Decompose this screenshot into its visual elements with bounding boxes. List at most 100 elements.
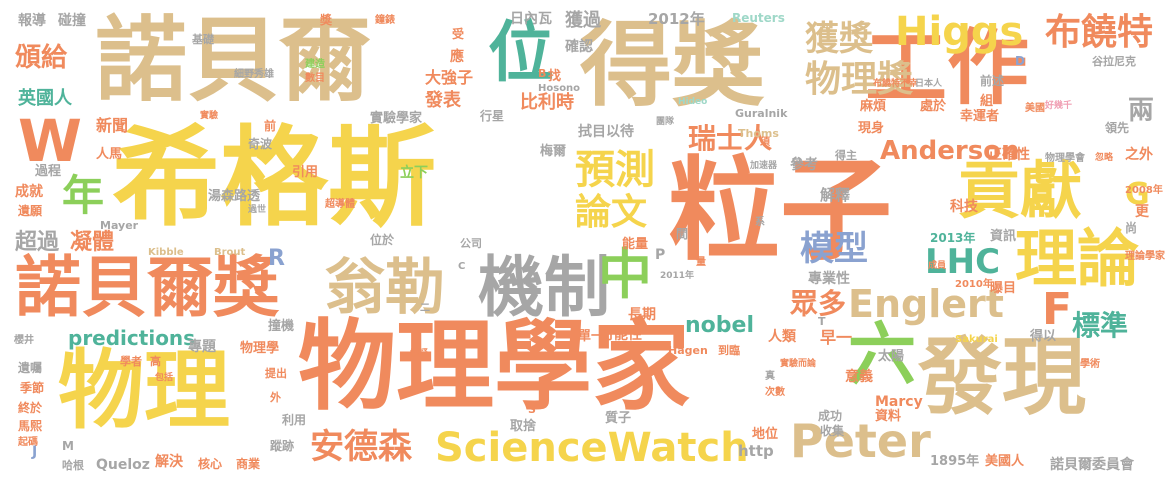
word-chengjiu: 成就 [15, 184, 43, 200]
word-renma: 人馬 [96, 147, 123, 162]
word-chenggong: 成功 [818, 409, 843, 423]
word-gulanike: 谷拉尼克 [1092, 55, 1136, 68]
word-chaoguo: 超過 [15, 230, 60, 255]
word-jianzao: 建造 [305, 59, 325, 70]
word-2013: 2013年 [930, 231, 976, 245]
word-buraote-buxing: 布饒特不幸 [873, 79, 919, 89]
word-haojiqian: 好幾千 [1045, 101, 1073, 111]
word-bilishi: 比利時 [520, 92, 574, 113]
word-dezhu: 得主 [835, 149, 857, 162]
word-wai: 外 [270, 391, 281, 404]
word-huoguo: 獲過 [565, 10, 601, 31]
word-d: D [1015, 54, 1025, 68]
word-liyong: 利用 [282, 413, 307, 427]
word-meier: 梅爾 [540, 144, 567, 159]
word-hagen-cn: 哈根 [62, 459, 84, 472]
word-faxian: 發現 [918, 328, 1087, 426]
word-brout: Brout [214, 247, 246, 258]
word-zhiwai: 之外 [1125, 147, 1153, 163]
word-2010: 2010年 [955, 279, 993, 290]
word-biaozhun: 標準 [1072, 309, 1129, 342]
word-hagen: Hagen [668, 344, 708, 357]
word-zhizi: 質子 [605, 411, 632, 426]
word-zaoyi: 早一 [820, 328, 853, 347]
word-jijie: 季節 [20, 381, 45, 395]
word-qushe: 取捨 [510, 419, 537, 434]
word-pengzhuang: 碰撞 [58, 13, 86, 29]
word-nian: 年 [62, 171, 105, 220]
word-wuli: 物理 [58, 341, 230, 441]
word-daolin: 到臨 [718, 344, 740, 357]
word-shumu: 數目 [305, 73, 325, 84]
word-tuandui: 團隊 [656, 117, 675, 127]
word-xueshu: 學術 [1080, 359, 1100, 370]
word-wengle: 翁勒 [325, 253, 445, 323]
word-xingyunzhe: 幸運者 [960, 109, 1000, 124]
word-xi: 系 [755, 217, 765, 228]
word-zhao: 找 [548, 69, 562, 84]
word-2011: 2011年 [660, 271, 695, 281]
word-m: M [62, 439, 74, 453]
word-ribenren: 日本人 [915, 79, 943, 89]
word-sakurai: Sakurai [955, 334, 998, 345]
word-jiasuqi: 加速器 [750, 161, 778, 171]
word-nobel: 諾貝爾 [95, 7, 372, 114]
word-zongji: 蹤跡 [270, 439, 295, 453]
word-deyi: 得以 [1030, 329, 1057, 344]
word-anderson: Anderson [880, 136, 1020, 166]
word-shangye: 商業 [236, 457, 261, 471]
word-xingxing: 行星 [480, 109, 505, 123]
word-shiyanxuejia: 實驗學家 [370, 111, 423, 126]
word-gongzuo: 工作 [865, 21, 1030, 116]
word-lizi: 粒子 [668, 146, 892, 276]
word-jiejue: 解決 [155, 454, 183, 470]
word-nobel-prize: 諾貝爾獎 [15, 249, 279, 326]
word-zhongbiao: 鐘錶 [375, 15, 395, 26]
word-kibble: Kibble [148, 247, 184, 258]
word-gongxian: 貢獻 [958, 154, 1083, 227]
word-fabiao: 發表 [425, 90, 461, 111]
word-sciencewatch: ScienceWatch [435, 425, 749, 471]
word-kenengxing: 可能性 [600, 327, 642, 343]
word-baomu: 曝目 [990, 281, 1017, 296]
word-hosono: Hosono [538, 83, 581, 94]
word-jichu: 基礎 [192, 33, 214, 46]
word-huojiang: 獲獎 [805, 19, 873, 59]
word-jieshi: 解釋 [820, 186, 851, 204]
word-thoms: Thoms [738, 127, 779, 140]
word-zhuanti: 專題 [188, 339, 216, 355]
word-baokuo: 包括 [155, 373, 174, 383]
word-2012: 2012年 [648, 10, 705, 28]
word-liang: 兩 [1128, 96, 1155, 126]
word-yiyi: 意義 [845, 369, 873, 385]
word-zhen: 真 [765, 371, 775, 382]
word-mafan: 麻煩 [860, 99, 887, 114]
word-t: T [818, 315, 826, 328]
word-shou: 受 [452, 27, 465, 41]
word-xinwen: 新聞 [96, 116, 129, 135]
word-dejiang: 得獎 [580, 12, 765, 119]
word-baodao: 報導 [18, 13, 46, 29]
word-tangsenlutou: 湯森路透 [208, 189, 261, 204]
word-nengliang: 能量 [622, 237, 649, 252]
word-moxing: 模型 [800, 229, 868, 269]
word-gao: 高 [150, 355, 161, 368]
word-hideo: Hideo [678, 97, 708, 107]
word-p: P [655, 247, 666, 263]
word-reuters: Reuters [732, 11, 785, 25]
word-zixun: 資訊 [990, 229, 1017, 244]
word-wulijiang: 物理獎 [805, 59, 914, 100]
word-nobel-committee: 諾貝爾委員會 [1050, 457, 1134, 473]
word-xianshen: 現身 [858, 121, 885, 136]
word-f: F [1042, 284, 1073, 335]
word-qibo: 奇波 [248, 137, 273, 151]
word-zhongduo: 眾多 [790, 287, 847, 320]
word-chaodaoti: 超導體 [325, 199, 355, 210]
word-wulixue: 物理學 [240, 341, 280, 356]
word-tichu: 提出 [265, 367, 287, 380]
word-s: S [528, 403, 536, 416]
word-mayer: Mayer [100, 219, 139, 232]
word-geng: 更 [1135, 204, 1149, 220]
word-zhong: 中 [598, 243, 652, 306]
word-higgs: Higgs [895, 9, 1024, 55]
